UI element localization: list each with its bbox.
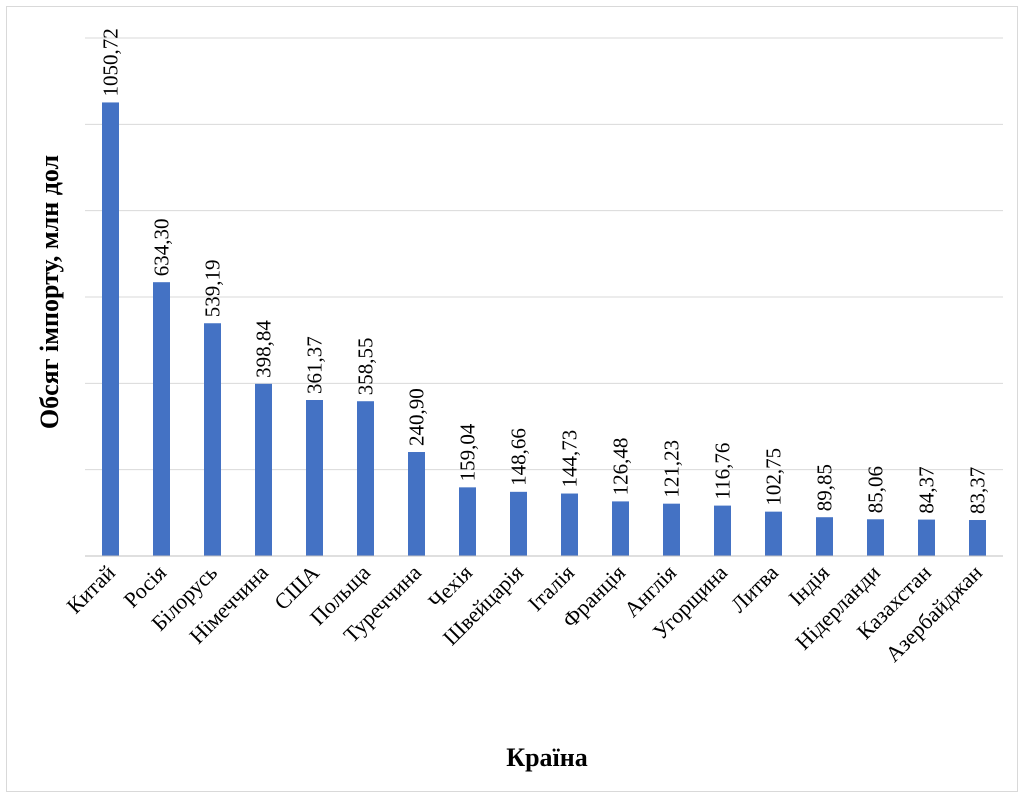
x-tick-label: Китай	[61, 560, 120, 619]
data-label: 85,06	[864, 466, 888, 513]
data-labels: 1050,72 634,30 539,19 398,84 361,37 358,55 240…	[99, 28, 990, 514]
data-label: 83,37	[966, 467, 990, 514]
y-axis-title: Обсяг імпорту, млн дол	[35, 155, 64, 429]
data-label: 358,55	[354, 337, 378, 395]
bar	[153, 282, 170, 556]
data-label: 144,73	[558, 430, 582, 488]
data-label: 240,90	[405, 388, 429, 446]
data-label: 361,37	[303, 336, 327, 394]
data-label: 84,37	[915, 466, 939, 513]
bar	[255, 383, 272, 556]
bar	[867, 519, 884, 556]
data-label: 148,66	[507, 428, 531, 486]
data-label: 1050,72	[99, 28, 123, 96]
x-tick-labels: КитайРосіяБілорусьНімеччинаСШАПольщаТуре…	[61, 560, 987, 667]
bar	[765, 511, 782, 556]
bar	[969, 520, 986, 556]
bar	[204, 323, 221, 556]
bar	[102, 102, 119, 556]
bar	[459, 487, 476, 556]
bars	[102, 102, 986, 556]
gridlines	[85, 37, 1003, 471]
bar	[816, 517, 833, 556]
x-tick-label: Литва	[726, 560, 784, 618]
bar	[561, 493, 578, 556]
data-label: 102,75	[762, 448, 786, 506]
x-axis-title: Країна	[506, 743, 588, 772]
data-label: 159,04	[456, 423, 480, 481]
data-label: 634,30	[150, 218, 174, 276]
data-label: 398,84	[252, 320, 276, 378]
bar	[663, 503, 680, 556]
bar	[357, 401, 374, 556]
data-label: 121,23	[660, 440, 684, 498]
bar	[408, 452, 425, 556]
bar	[714, 505, 731, 556]
chart-frame	[6, 6, 1018, 792]
data-label: 539,19	[201, 259, 225, 317]
bar	[612, 501, 629, 556]
bar	[918, 519, 935, 556]
data-label: 89,85	[813, 464, 837, 511]
data-label: 116,76	[711, 443, 735, 500]
bar	[510, 491, 527, 556]
data-label: 126,48	[609, 438, 633, 496]
bar	[306, 400, 323, 556]
